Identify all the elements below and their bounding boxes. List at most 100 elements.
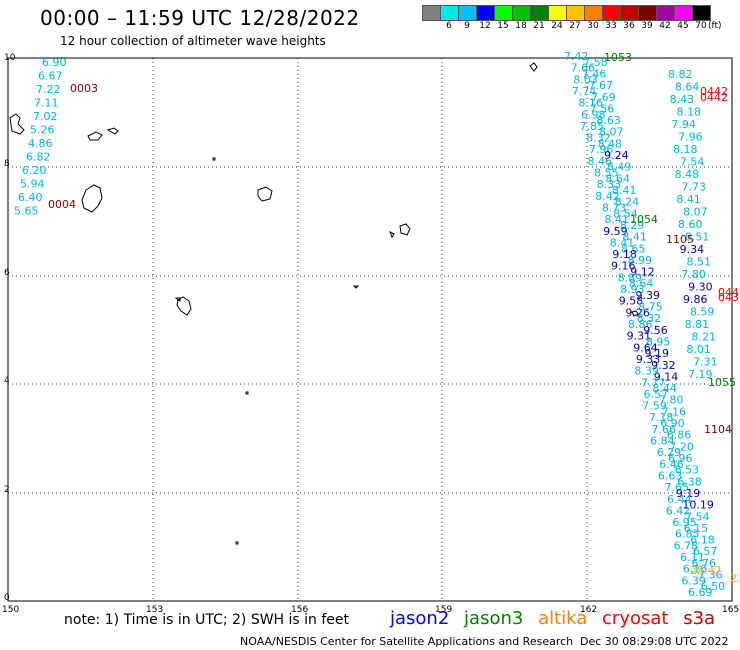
time-label: 0003: [70, 82, 98, 95]
satellite-label-cryosat: cryosat: [602, 608, 669, 629]
observation-value: 8.41: [612, 184, 637, 197]
observation-value: 6.53: [675, 464, 700, 477]
observation-value: 8.33: [597, 178, 622, 191]
time-label: 1053: [604, 51, 632, 64]
time-label: 044: [718, 286, 739, 299]
time-label: 1104: [704, 423, 732, 436]
scale-tick-label: 33: [605, 21, 617, 31]
observation-value: 8.18: [677, 106, 702, 119]
observation-value: 6.63: [658, 469, 683, 482]
observation-value: 7.66: [571, 62, 596, 75]
scale-swatch: [530, 5, 549, 21]
observation-value: 6.95: [672, 516, 697, 529]
observation-layer: 6.906.677.227.117.025.264.866.826.205.94…: [14, 50, 740, 599]
observation-value: 9.39: [635, 289, 660, 302]
scale-swatch: [602, 5, 621, 21]
observation-value: 8.29: [620, 219, 645, 232]
observation-value: 9.24: [604, 149, 629, 162]
observation-value: 8.64: [605, 172, 630, 185]
observation-value: 8.21: [692, 331, 717, 344]
time-label: 1055: [708, 376, 736, 389]
observation-value: 6.96: [668, 452, 693, 465]
observation-value: 8.99: [628, 254, 653, 267]
island-outline: [212, 157, 216, 161]
scale-tick-label: 9: [464, 21, 470, 31]
credit-line: NOAA/NESDIS Center for Satellite Applica…: [240, 635, 574, 648]
observation-value: 7.19: [688, 368, 713, 381]
time-label: 0442: [700, 85, 728, 98]
observation-value: 8.46: [587, 155, 612, 168]
scale-swatch: [692, 5, 711, 21]
y-axis-ticks: 0 2 4 6 8 10: [4, 53, 16, 603]
observation-value: 8.73: [602, 201, 627, 214]
scale-swatch: [422, 5, 441, 21]
observation-value: 8.65: [621, 242, 646, 255]
observation-value: 7.80: [681, 268, 706, 281]
scale-swatch: [638, 5, 657, 21]
y-tick-label: 8: [4, 159, 10, 169]
scale-tick-label: 36: [623, 21, 635, 31]
observation-value: 7.96: [589, 143, 614, 156]
observation-value: 6.44: [667, 493, 692, 506]
y-tick-label: 10: [4, 53, 16, 63]
observation-value: 7.36: [698, 569, 723, 582]
x-tick-label: 165: [722, 605, 739, 615]
observation-value: 7.16: [662, 405, 687, 418]
y-tick-label: 0: [4, 593, 10, 603]
observation-value: 6.50: [701, 580, 726, 593]
plot-frame: [7, 57, 733, 602]
observation-value: 8.82: [668, 68, 693, 81]
observation-value: 6.98: [581, 108, 606, 121]
observation-value: 8.63: [596, 114, 621, 127]
scale-swatch: [548, 5, 567, 21]
timestamp-line: Dec 30 08:29:08 UTC 2022: [580, 635, 729, 648]
island-outline: [9, 113, 25, 135]
observation-value: 8.86: [628, 318, 653, 331]
island-outline: [352, 285, 360, 289]
observation-value: 8.44: [652, 382, 677, 395]
observation-value: 8.42: [595, 190, 620, 203]
scale-swatch: [656, 5, 675, 21]
page-subtitle: 12 hour collection of altimeter wave hei…: [60, 34, 326, 48]
scale-tick-label: 45: [677, 21, 689, 31]
observation-value: 6.39: [681, 574, 706, 587]
observation-value: 8.24: [615, 196, 640, 209]
scale-tick-label: 21: [533, 21, 545, 31]
observation-value: 25.42: [690, 564, 722, 577]
observation-value: 8.41: [610, 236, 635, 249]
color-scale-legend: 6 9 12 15 18 21 24 27 30 33 36 39 42 45 70: [422, 5, 728, 35]
observation-value: 7.54: [685, 510, 710, 523]
observation-value: 8.41: [622, 231, 647, 244]
observation-value: 4.86: [28, 137, 53, 150]
x-tick-label: 150: [2, 605, 19, 615]
island-outline: [106, 127, 119, 135]
observation-value: 7.59: [642, 400, 667, 413]
observation-value: 8.43: [670, 93, 695, 106]
observation-value: 6.78: [674, 539, 699, 552]
scale-swatch: [440, 5, 459, 21]
observation-value: 7.73: [682, 181, 707, 194]
observation-value: 8.59: [690, 306, 715, 319]
observation-value: 6.90: [42, 56, 67, 69]
observation-value: 8.54: [613, 207, 638, 220]
island-outline: [257, 186, 273, 202]
observation-value: 7.46: [582, 67, 607, 80]
observation-value: 6.76: [691, 557, 716, 570]
observation-value: 8.60: [678, 218, 703, 231]
observation-value: 8.55: [594, 167, 619, 180]
observation-value: 7.54: [680, 156, 705, 169]
observation-value: 7.11: [34, 97, 59, 110]
observation-value: 6.38: [677, 475, 702, 488]
observation-value: 9.30: [688, 281, 713, 294]
scale-tick-label: 70: [695, 21, 707, 31]
observation-value: 8.75: [638, 301, 663, 314]
observation-value: 9.12: [630, 266, 655, 279]
observation-value: 7.58: [583, 56, 608, 69]
observation-value: 6.69: [688, 586, 713, 599]
observation-value: 9.16: [611, 260, 636, 273]
observation-value: 8.18: [673, 143, 698, 156]
satellite-legend: jason2 jason3 altika cryosat s3a: [390, 608, 724, 629]
observation-value: 9.59: [603, 225, 628, 238]
observation-value: 9.19: [645, 347, 670, 360]
